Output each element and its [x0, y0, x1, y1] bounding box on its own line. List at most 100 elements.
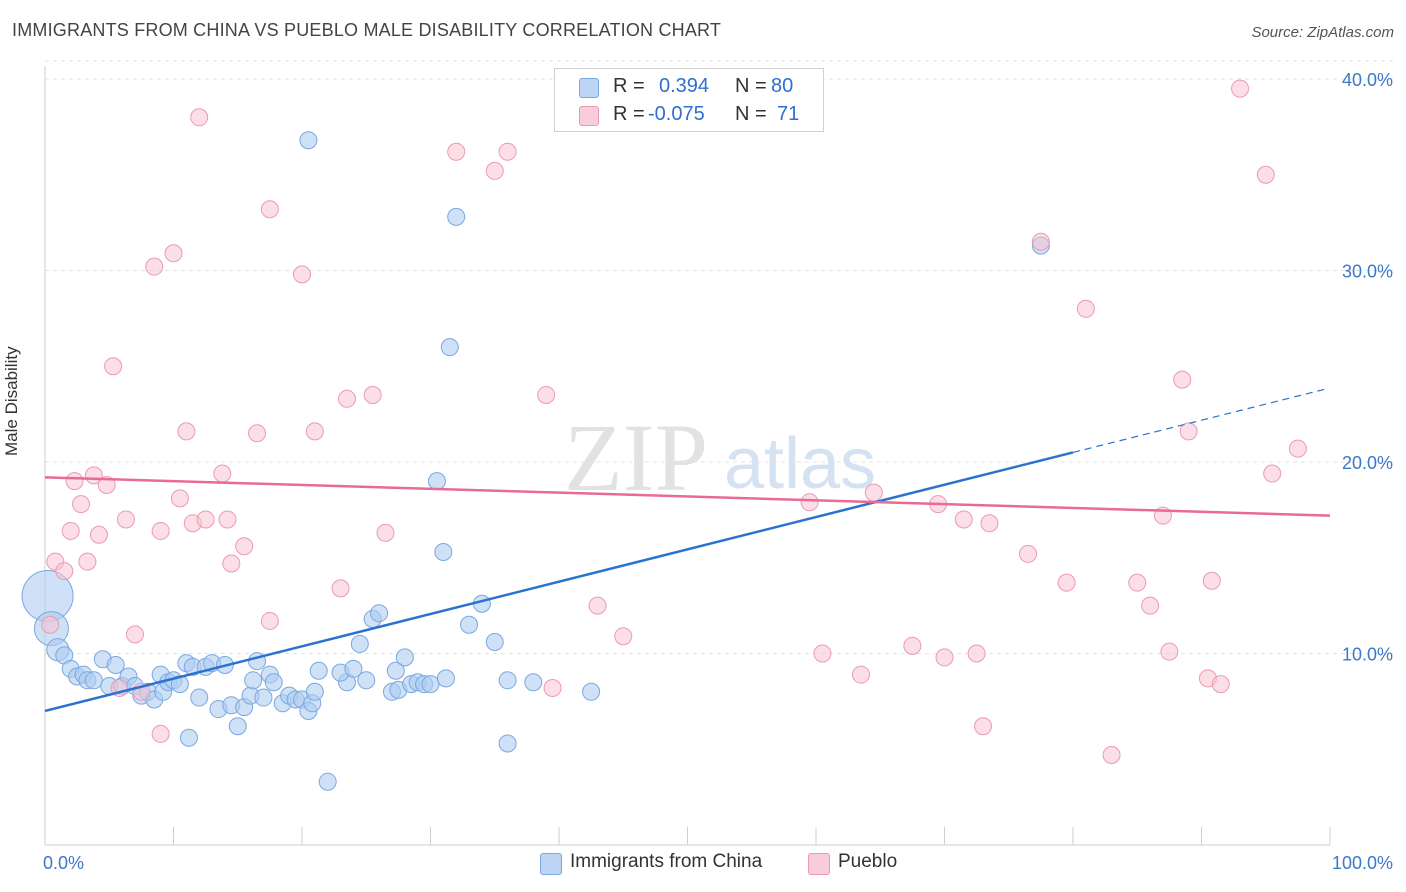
series-pueblo [41, 79, 1307, 764]
china-point [434, 543, 453, 562]
china-point [498, 734, 517, 753]
pueblo-point [813, 644, 832, 663]
pueblo-swatch [579, 106, 599, 126]
pueblo-point [222, 554, 241, 573]
china-point [447, 207, 466, 226]
china-point [524, 673, 543, 692]
china-point [350, 634, 369, 653]
pueblo-point [305, 422, 324, 441]
china-point [440, 338, 459, 357]
stats-row-china: R = 0.394 N = 80 [555, 73, 823, 101]
china-point [309, 661, 328, 680]
pueblo-point [337, 389, 356, 408]
pueblo-point [1057, 573, 1076, 592]
pueblo-point [1263, 464, 1282, 483]
pueblo-point [1141, 596, 1160, 615]
china-r-label: R = [613, 75, 645, 97]
china-point [386, 661, 405, 680]
pueblo-point [260, 200, 279, 219]
china-trendline-extension [1072, 388, 1326, 454]
china-point [421, 675, 440, 694]
pueblo-point [1102, 745, 1121, 764]
pueblo-point [145, 257, 164, 276]
x-tick-label-start: 0.0% [43, 853, 84, 873]
china-point [427, 472, 446, 491]
stats-row-pueblo: R = -0.075 N = 71 [555, 101, 823, 129]
china-point [357, 671, 376, 690]
china-point [582, 682, 601, 701]
x-tick-label-end: 100.0% [1332, 853, 1393, 873]
pueblo-point [1160, 642, 1179, 661]
pueblo-point [498, 142, 517, 161]
pueblo-point [71, 495, 90, 514]
china-point [395, 648, 414, 667]
grid-lines [45, 60, 1395, 654]
pueblo-point [447, 142, 466, 161]
pueblo-point [851, 665, 870, 684]
pueblo-point [177, 422, 196, 441]
pueblo-r-label: R = [613, 103, 645, 125]
pueblo-point [1019, 544, 1038, 563]
pueblo-point [903, 636, 922, 655]
y-axis-label: Male Disability [2, 346, 21, 456]
pueblo-point [864, 483, 883, 502]
pueblo-point [97, 475, 116, 494]
pueblo-n-value: 71 [777, 103, 800, 125]
pueblo-point [363, 385, 382, 404]
pueblo-point [151, 724, 170, 743]
china-point [190, 688, 209, 707]
pueblo-point [1179, 422, 1198, 441]
legend-pueblo-swatch [808, 853, 830, 875]
china-point [460, 615, 479, 634]
pueblo-point [614, 627, 633, 646]
china-point [106, 655, 125, 674]
axes [44, 66, 1331, 846]
pueblo-point [935, 648, 954, 667]
pueblo-point [485, 161, 504, 180]
y-tick-label: 30.0% [1342, 262, 1393, 282]
legend-china-label: Immigrants from China [570, 851, 763, 872]
china-point [170, 675, 189, 694]
pueblo-point [1231, 79, 1250, 98]
china-r-value: 0.394 [659, 75, 710, 97]
china-point [299, 131, 318, 150]
pueblo-point [104, 357, 123, 376]
pueblo-point [235, 537, 254, 556]
tick-labels: 10.0% 20.0% 30.0% 40.0% 0.0% 100.0% [43, 70, 1393, 873]
pueblo-point [213, 464, 232, 483]
china-point [485, 633, 504, 652]
china-point [254, 688, 273, 707]
pueblo-point [543, 678, 562, 697]
china-swatch [579, 78, 599, 98]
pueblo-point [980, 514, 999, 533]
legend-china-swatch [540, 853, 562, 875]
pueblo-point [248, 424, 267, 443]
pueblo-point [55, 562, 74, 581]
pueblo-point [260, 611, 279, 630]
china-n-value: 80 [771, 75, 794, 97]
china-point [264, 673, 283, 692]
pueblo-point [1031, 232, 1050, 251]
pueblo-point [1211, 675, 1230, 694]
china-point [344, 659, 363, 678]
pueblo-point [1288, 439, 1307, 458]
pueblo-point [196, 510, 215, 529]
pueblo-point [1202, 571, 1221, 590]
pueblo-point [65, 472, 84, 491]
china-point [370, 604, 389, 623]
pueblo-point [164, 244, 183, 263]
stats-legend: R = 0.394 N = 80 R = -0.075 N = 71 [554, 68, 824, 132]
china-point [305, 682, 324, 701]
pueblo-point [800, 493, 819, 512]
y-tick-label: 20.0% [1342, 453, 1393, 473]
pueblo-point [537, 385, 556, 404]
pueblo-point [89, 525, 108, 544]
pueblo-point [1173, 370, 1192, 389]
china-point [318, 772, 337, 791]
chart-title: IMMIGRANTS FROM CHINA VS PUEBLO MALE DIS… [12, 20, 722, 40]
pueblo-point [293, 265, 311, 284]
watermark-atlas: atlas [724, 424, 876, 504]
pueblo-point [41, 615, 60, 634]
pueblo-point [1256, 165, 1275, 184]
pueblo-point [1128, 573, 1147, 592]
